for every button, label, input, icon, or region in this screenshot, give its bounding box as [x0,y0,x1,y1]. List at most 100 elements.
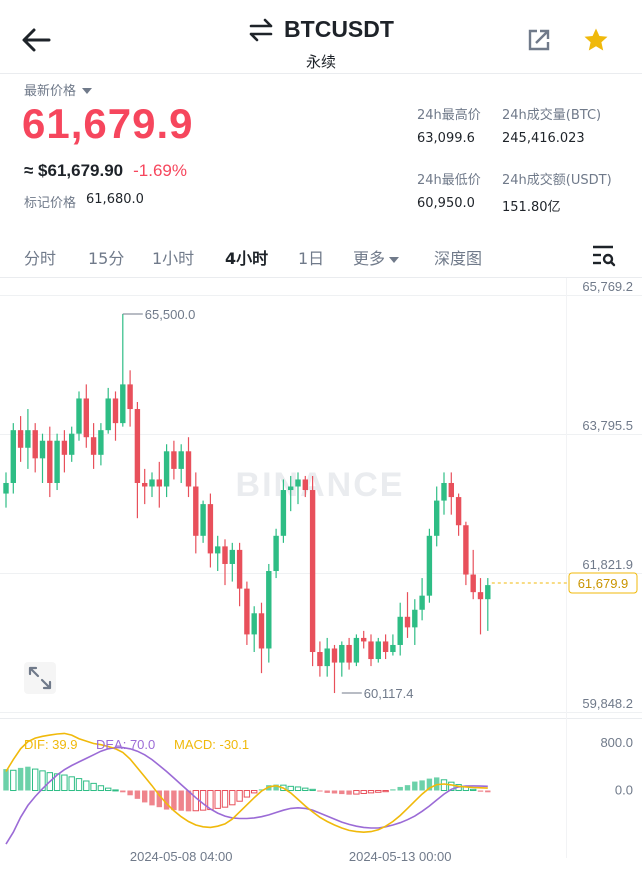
candle-body [98,430,104,455]
dea-label: DEA: 70.0 [96,737,155,752]
macd-bar [53,773,61,792]
candlestick-series [3,313,491,694]
candle-body [368,641,374,660]
candle-body [302,479,308,491]
candle-body [404,616,411,628]
current-price-label: 61,679.9 [578,576,629,591]
time-axis: 2024-05-08 04:00 2024-05-13 00:00 [130,849,452,864]
price-tick-label: 59,848.2 [582,696,633,711]
candle-body [207,504,214,554]
price-tick-label: 61,821.9 [582,557,633,572]
candle-body [412,609,418,628]
macd-bar [331,790,338,794]
macd-bar [199,790,207,811]
tab-more[interactable]: 更多 [353,245,400,269]
candle-body [273,535,279,572]
macd-bar [90,782,97,792]
chevron-down-icon [389,256,400,263]
swap-icon[interactable] [248,17,274,43]
last-price: 61,679.9 [22,100,194,147]
macd-bar [61,774,68,792]
macd-bar [163,790,170,810]
macd-bar [258,789,265,791]
candle-body [83,398,89,438]
macd-bar [3,769,9,791]
candle-body [434,500,440,536]
price-axis: 65,769.2 63,795.5 61,821.9 59,848.2 [582,279,633,711]
back-arrow-icon[interactable] [20,26,52,54]
candle-body [353,637,360,663]
candle-body [222,546,228,564]
candle-body [244,588,250,635]
candle-body [266,571,272,649]
mark-price-label: 标记价格 [24,196,77,211]
candle-body [215,546,221,554]
candle-body [280,490,287,536]
price-chart[interactable]: BINANCE 65,500.0 60,117.4 61,679.9 65,769.… [0,278,642,884]
chevron-down-icon [82,87,93,94]
candle-body [193,486,199,536]
macd-bar [112,789,119,792]
symbol-title[interactable]: BTCUSDT [284,16,394,42]
candle-body [419,595,425,610]
chart-settings-icon[interactable] [590,243,616,269]
macd-bar [17,767,24,791]
macd-bar [426,778,433,791]
candle-body [105,398,111,431]
tab-depth[interactable]: 深度图 [434,249,483,268]
candle-body [156,479,162,487]
candle-body [54,440,60,483]
macd-bar [97,785,105,792]
share-icon[interactable] [527,28,551,52]
price-tick-label: 63,795.5 [582,418,633,433]
candle-body [142,482,148,487]
change-percent: -1.69% [133,161,188,180]
candle-body [3,482,9,494]
tab-time-sharing[interactable]: 分时 [24,249,57,268]
tab-15m[interactable]: 15分 [88,249,125,268]
macd-bar [477,790,484,792]
expand-icon[interactable] [24,662,56,694]
candle-body [47,440,53,483]
star-icon[interactable] [583,27,609,53]
candle-body [163,451,170,487]
tab-1h[interactable]: 1小时 [152,249,195,268]
macd-bar [83,780,90,792]
latest-price-selector[interactable]: 最新价格 [24,80,93,99]
macd-bar [156,790,162,808]
latest-price-label: 最新价格 [24,84,77,99]
macd-bar [485,790,491,793]
candle-body [61,440,68,455]
candle-body [90,437,97,455]
candle-body [32,430,38,459]
macd-bar [171,790,177,811]
candle-body [39,440,46,459]
candle-body [361,637,367,642]
candle-body [455,497,462,526]
macd-bar [287,785,294,792]
candle-body [317,652,323,667]
tabs-divider [0,277,642,278]
candle-body [17,430,24,448]
macd-bar [185,790,192,812]
stat-value: 63,099.6 [417,131,475,146]
stat-24h-high: 24h最高价 63,099.6 [417,104,481,146]
time-tick-label: 2024-05-13 00:00 [349,849,452,864]
macd-bar [302,787,309,792]
candle-body [470,574,476,593]
stat-label: 24h最高价 [417,108,481,123]
stat-value: 151.80亿 [502,200,561,215]
tab-1d[interactable]: 1日 [298,249,325,268]
macd-bar [120,790,126,793]
macd-bar [367,790,375,794]
tab-4h[interactable]: 4小时 [225,249,269,268]
macd-bar [404,785,411,791]
candle-body [69,433,75,455]
candle-body [25,430,31,448]
candle-body [397,616,403,645]
macd-bar [448,781,455,792]
macd-indicator: 800.0 0.0 [3,732,633,845]
title-block: BTCUSDT 永续 [0,16,642,72]
candle-body [324,648,330,667]
macd-bar [294,786,302,792]
